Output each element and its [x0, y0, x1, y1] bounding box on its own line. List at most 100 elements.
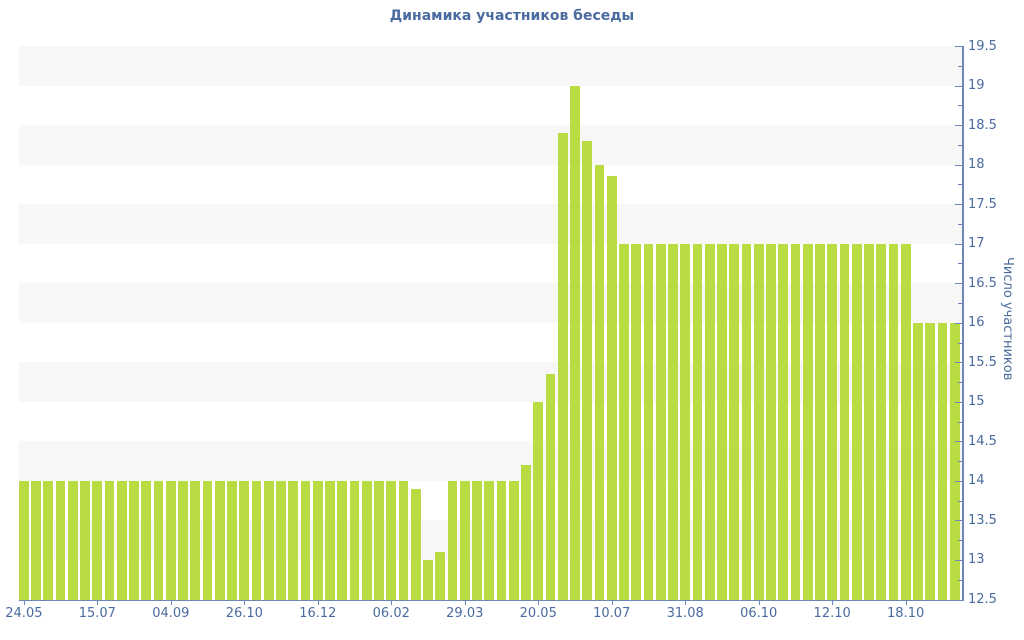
bar: [276, 480, 286, 600]
y-tick-mark: [955, 322, 962, 324]
bar: [655, 243, 666, 600]
y-minor-tick-mark: [958, 382, 962, 384]
bar: [300, 480, 311, 600]
x-axis-line: [19, 599, 964, 601]
y-tick-label: 17.5: [968, 196, 997, 212]
y-tick-mark: [955, 362, 962, 364]
y-minor-tick-mark: [958, 500, 962, 502]
bar: [851, 243, 862, 600]
bar: [557, 132, 568, 600]
y-tick-label: 19: [968, 78, 985, 94]
bar: [325, 480, 335, 600]
x-tick-label: 18.10: [887, 605, 925, 621]
y-tick-label: 12.5: [968, 592, 997, 607]
y-tick-label: 16: [968, 315, 985, 331]
x-tick-label: 29.03: [446, 605, 484, 621]
x-tick-label: 10.07: [593, 605, 631, 621]
bar: [337, 480, 348, 600]
y-minor-tick-mark: [958, 65, 962, 67]
bar: [67, 480, 78, 600]
bar: [435, 552, 446, 600]
x-tick-label: 06.10: [740, 605, 778, 621]
plot-area: [19, 46, 962, 600]
x-tick-mark: [832, 599, 834, 605]
bar: [643, 243, 654, 600]
y-minor-tick-mark: [958, 579, 962, 581]
bar: [631, 243, 642, 600]
bar: [202, 480, 213, 600]
bar: [533, 401, 544, 600]
bar: [386, 480, 397, 600]
bar: [349, 480, 360, 600]
bar: [227, 480, 237, 600]
y-axis-title: Число участников: [1000, 256, 1015, 381]
bar: [263, 480, 274, 600]
bar: [508, 480, 519, 600]
bar: [839, 243, 850, 600]
bar: [80, 480, 90, 600]
bar: [214, 480, 225, 600]
y-minor-tick-mark: [958, 105, 962, 107]
bar: [129, 480, 139, 600]
bar: [802, 243, 813, 600]
bar: [104, 480, 115, 600]
y-tick-label: 19.5: [968, 38, 997, 54]
x-tick-mark: [23, 599, 25, 605]
bar: [815, 243, 825, 600]
bar: [864, 243, 874, 600]
y-tick-mark: [955, 125, 962, 127]
y-minor-tick-mark: [958, 540, 962, 542]
bar: [178, 480, 188, 600]
bar: [141, 480, 152, 600]
x-tick-mark: [317, 599, 319, 605]
y-minor-tick-mark: [958, 302, 962, 304]
y-tick-label: 18.5: [968, 117, 997, 133]
y-tick-label: 17: [968, 236, 985, 252]
x-tick-label: 12.10: [813, 605, 851, 621]
bar: [92, 480, 103, 600]
x-tick-mark: [391, 599, 393, 605]
y-tick-label: 14: [968, 473, 985, 489]
bar: [410, 488, 421, 600]
y-tick-mark: [955, 480, 962, 482]
y-tick-mark: [955, 559, 962, 561]
bar: [827, 243, 838, 600]
y-axis-line: [962, 46, 964, 601]
y-tick-mark: [955, 85, 962, 87]
bar: [19, 480, 29, 600]
bar: [190, 480, 201, 600]
y-minor-tick-mark: [958, 184, 962, 186]
y-tick-label: 15: [968, 394, 985, 410]
bar: [741, 243, 752, 600]
bar: [521, 465, 531, 600]
bar: [582, 140, 593, 600]
x-tick-mark: [685, 599, 687, 605]
x-tick-mark: [905, 599, 907, 605]
y-tick-label: 18: [968, 157, 985, 173]
bar: [423, 559, 433, 600]
bar: [312, 480, 323, 600]
bar: [165, 480, 176, 600]
bar: [398, 480, 409, 600]
bar: [717, 243, 727, 600]
bar: [913, 322, 923, 600]
bar: [949, 322, 960, 600]
x-tick-mark: [170, 599, 172, 605]
x-tick-label: 24.05: [5, 605, 43, 621]
y-minor-tick-mark: [958, 461, 962, 463]
y-tick-label: 15.5: [968, 354, 997, 370]
bar: [361, 480, 372, 600]
grid-stripe: [19, 204, 962, 244]
bar: [459, 480, 470, 600]
y-tick-mark: [955, 204, 962, 206]
bar: [251, 480, 262, 600]
bar: [472, 480, 482, 600]
x-tick-mark: [97, 599, 99, 605]
x-tick-mark: [464, 599, 466, 605]
y-tick-mark: [955, 164, 962, 166]
bar: [116, 480, 127, 600]
bar: [374, 480, 384, 600]
bar: [937, 322, 948, 600]
bar: [570, 85, 580, 600]
bar: [447, 480, 458, 600]
